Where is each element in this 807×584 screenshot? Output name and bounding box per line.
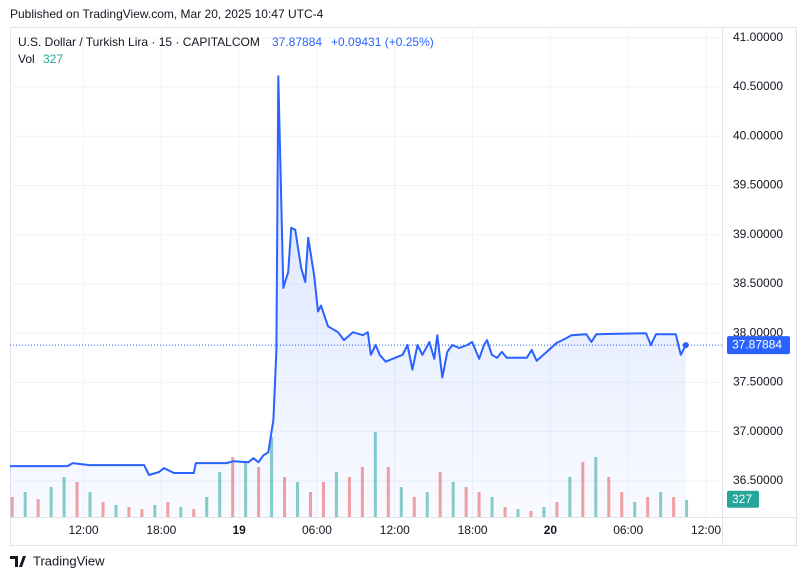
volume-bar: [685, 499, 689, 517]
y-tick-label: 39.00000: [733, 227, 783, 241]
price-tag: [727, 336, 790, 355]
y-tick-label: 38.00000: [733, 325, 783, 339]
x-tick-label: 12:00: [380, 523, 410, 537]
x-tick-label: 19: [232, 523, 246, 537]
plot: [10, 27, 722, 517]
x-tick-label: 20: [544, 523, 558, 537]
area-fill: [10, 76, 686, 517]
published: Published on TradingView.com, Mar 20, 20…: [10, 7, 324, 21]
y-tick-label: 37.50000: [733, 375, 783, 389]
vol-value: 327: [43, 52, 63, 66]
y-tick-label: 40.50000: [733, 79, 783, 93]
x-tick-label: 06:00: [302, 523, 332, 537]
x-tick-label: 18:00: [458, 523, 488, 537]
y-tick-label: 37.00000: [733, 424, 783, 438]
symbol: U.S. Dollar / Turkish Lira · 15 · CAPITA…: [18, 35, 260, 49]
price-line: [10, 75, 687, 476]
y-tick-label: 39.50000: [733, 178, 783, 192]
vol-label: Vol: [18, 52, 35, 66]
x-tick-label: 12:00: [69, 523, 99, 537]
price-tag-label: 37.87884: [732, 337, 782, 351]
brand: TradingView: [33, 553, 105, 568]
x-tick-label: 06:00: [613, 523, 643, 537]
volume-tag-label: 327: [732, 492, 752, 506]
volume-tag: [727, 490, 759, 508]
chart-frame: [10, 27, 797, 546]
y-tick-label: 40.00000: [733, 128, 783, 142]
change: +0.09431 (+0.25%): [331, 35, 434, 49]
y-tick-label: 36.50000: [733, 473, 783, 487]
last-price: 37.87884: [272, 35, 322, 49]
y-tick-label: 38.50000: [733, 276, 783, 290]
x-tick-label: 18:00: [146, 523, 176, 537]
x-tick-label: 12:00: [691, 523, 721, 537]
y-tick-label: 41.00000: [733, 30, 783, 44]
logo: TradingView: [10, 553, 105, 568]
